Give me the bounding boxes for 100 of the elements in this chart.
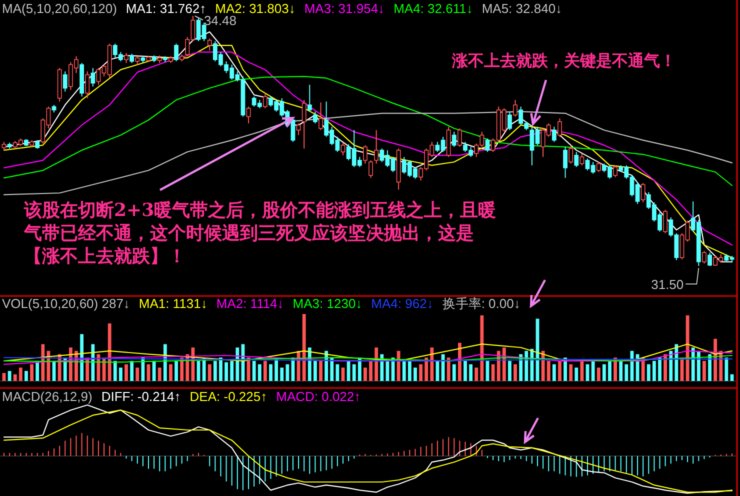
candlestick [302,99,306,150]
bar [13,374,17,381]
candlestick [90,68,96,87]
bar [508,360,512,381]
chart-title: MA(5,10,20,60,120) [2,1,117,16]
candlestick [262,92,268,109]
bar [330,358,334,381]
candlestick [640,182,646,203]
bar [24,370,28,381]
text: MA3: 31.954↓ [304,1,385,16]
bar [596,368,600,381]
bar [280,368,284,381]
candlestick [457,128,462,148]
bar [208,364,212,381]
bar [141,358,145,381]
text: MA5: 32.840↓ [482,1,562,16]
text: 换手率: 0.00↓ [442,296,520,311]
bar [219,358,222,381]
candlestick [124,52,128,64]
series-label: DEA: -0.225↑ [190,389,268,404]
bar [552,364,556,381]
bar [419,364,422,381]
bar [314,360,317,381]
bar [302,314,306,381]
bar [336,364,340,381]
bar [474,368,478,381]
candlestick [368,160,373,178]
bar [119,368,122,381]
bar [236,348,240,381]
bar [136,368,140,381]
bar [408,360,412,381]
bar [319,360,322,381]
bar [86,358,90,381]
bar [496,350,500,381]
bar [30,364,34,381]
text: MA3: 1230↓ [292,296,362,311]
text: MA4: 962↓ [371,296,434,311]
bar [446,358,450,381]
bar [574,368,578,381]
bar [364,368,367,381]
series-label: MA1: 31.762↑ [126,1,206,16]
candlestick [62,70,68,92]
bar [269,364,272,381]
candlestick [246,106,251,124]
bar [519,354,523,381]
bar [658,358,662,381]
bar [624,364,628,381]
bar [458,342,462,381]
bar [108,323,112,381]
bar [514,364,517,381]
bar [213,360,217,381]
bar [664,354,668,381]
bar [263,360,267,381]
bar [569,364,573,381]
candlestick [574,151,579,168]
candlestick [596,161,601,173]
chart-title: VOL(5,10,20,60) 287↓ [2,296,130,311]
text: MA2: 31.803↓ [215,1,296,16]
candlestick [340,142,346,156]
bar [113,360,117,381]
bar [36,360,40,381]
annotation: 涨不上去就跌，关键是不通气！ [452,50,677,71]
bar [224,362,228,381]
bar [158,368,162,381]
text: MA4: 32.611↓ [394,1,473,16]
candlestick [452,131,456,148]
candlestick [552,126,556,142]
series-label: DIFF: -0.214↑ [101,389,181,404]
bar [646,364,650,381]
bar [374,348,378,381]
candlestick [363,144,368,164]
candlestick [307,84,312,112]
candlestick [558,118,562,138]
candlestick [130,53,134,64]
bar [724,358,728,381]
bar [174,360,178,381]
bar [469,364,473,381]
bar [691,348,695,381]
candlestick [207,38,212,51]
bar [669,350,673,381]
bar [369,360,372,381]
bar [258,364,262,381]
candlestick [85,70,90,99]
candlestick [663,209,668,234]
candlestick [313,111,318,124]
candlestick [580,153,584,166]
bar [8,370,12,381]
bar [352,364,356,381]
bar [558,360,562,381]
bar [702,360,706,381]
bar [652,360,656,381]
bar [591,360,595,381]
bar [424,358,428,381]
candlestick [296,122,301,136]
bar [414,368,417,381]
bar [619,360,623,381]
bar [180,358,184,381]
bar [169,364,172,381]
candlestick [568,144,574,164]
candlestick [513,99,518,118]
